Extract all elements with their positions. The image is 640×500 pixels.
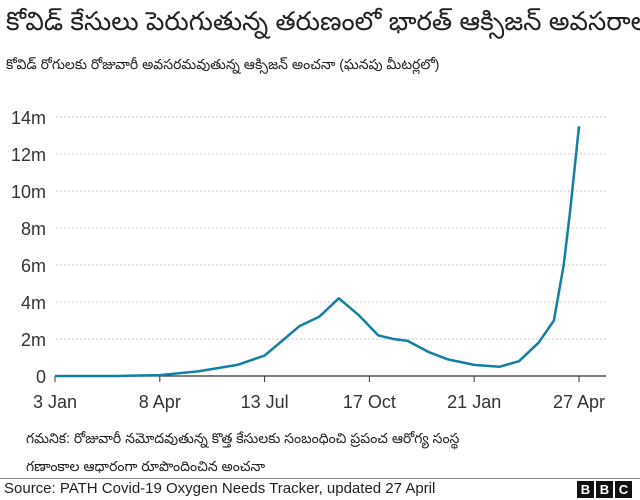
y-tick-label: 8m — [21, 219, 46, 239]
x-tick-label: 17 Oct — [343, 392, 396, 412]
y-tick-label: 14m — [11, 108, 46, 128]
y-tick-label: 10m — [11, 182, 46, 202]
y-tick-label: 4m — [21, 293, 46, 313]
y-tick-label: 6m — [21, 256, 46, 276]
chart-subtitle: కోవిడ్ రోగులకు రోజువారీ అవసరమవుతున్న ఆక్… — [6, 56, 440, 72]
x-tick-label: 3 Jan — [33, 392, 77, 412]
footer-divider — [0, 478, 640, 479]
line-chart: 0 2m 4m 6m 8m 10m 12m 14m 3 Jan 8 Apr 13 Jul 17 Oct… — [11, 108, 606, 412]
x-tick-label: 27 Apr — [553, 392, 605, 412]
x-tick-label: 13 Jul — [241, 392, 289, 412]
y-tick-label: 0 — [36, 367, 46, 387]
chart-title: కోవిడ్ కేసులు పెరుగుతున్న తరుణంలో భారత్ … — [6, 6, 640, 36]
chart-note-line1: గమనిక: రోజువారీ నమోదవుతున్న కొత్త కేసులక… — [26, 430, 460, 446]
chart-note-line2: గణాంకాల ఆధారంగా రూపొందించిన అంచనా — [26, 458, 266, 474]
series-line — [55, 126, 581, 378]
logo-letter: B — [596, 481, 613, 498]
x-tick-label: 21 Jan — [447, 392, 501, 412]
source-text: Source: PATH Covid-19 Oxygen Needs Track… — [4, 480, 436, 497]
y-tick-label: 2m — [21, 330, 46, 350]
x-tick-label: 8 Apr — [139, 392, 181, 412]
y-tick-label: 12m — [11, 145, 46, 165]
bbc-logo: B B C — [577, 481, 632, 498]
logo-letter: B — [577, 481, 594, 498]
logo-letter: C — [615, 481, 632, 498]
